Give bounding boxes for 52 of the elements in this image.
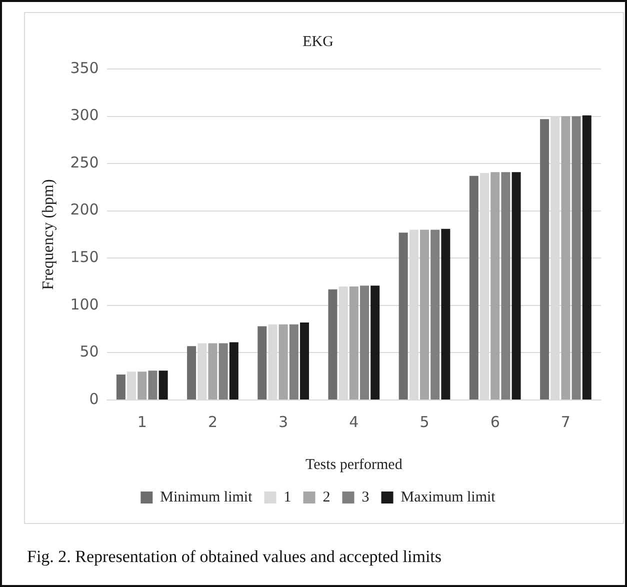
bar [490, 172, 500, 400]
y-tick-label: 150 [70, 248, 99, 266]
bar [430, 230, 440, 400]
bar [469, 176, 478, 400]
legend-label: Minimum limit [160, 489, 254, 506]
bar [138, 372, 147, 400]
bar [158, 370, 168, 400]
legend-label: 2 [322, 489, 330, 506]
x-tick-label: 1 [137, 412, 147, 431]
bar [218, 343, 228, 400]
x-tick-label: 5 [420, 412, 430, 431]
bar [116, 374, 126, 400]
bar [289, 324, 298, 400]
x-tick-label: 3 [278, 412, 288, 431]
caption: Fig. 2. Representation of obtained values and accepted limits [27, 547, 442, 567]
bar [300, 322, 309, 400]
y-tick-label: 100 [70, 295, 99, 314]
bar [501, 172, 510, 400]
bar [582, 115, 592, 400]
bar [208, 343, 218, 400]
bar [512, 172, 521, 400]
x-tick-label: 6 [490, 412, 500, 431]
legend-label: 3 [362, 489, 370, 506]
x-tick-label: 7 [560, 412, 570, 431]
y-tick-label: 250 [70, 153, 99, 172]
bar [148, 370, 158, 400]
bar [328, 289, 338, 400]
bar [187, 346, 196, 400]
x-tick-label: 2 [208, 412, 218, 431]
y-axis-title: Frequency (bpm) [40, 179, 57, 290]
bar [370, 286, 380, 400]
bar [258, 326, 267, 400]
x-axis-title: Tests performed [305, 456, 403, 473]
y-tick-label: 350 [70, 58, 99, 77]
bar [540, 119, 550, 400]
bar [441, 228, 450, 400]
chart-title: EKG [302, 34, 334, 50]
bar [360, 286, 370, 400]
bar [229, 342, 238, 400]
y-tick-label: 200 [70, 200, 99, 219]
bar [572, 116, 581, 400]
bar [278, 324, 288, 400]
bar [420, 230, 430, 400]
bar [398, 232, 408, 400]
x-tick-label: 4 [349, 412, 359, 431]
legend-label: Maximum limit [400, 489, 496, 506]
y-tick-label: 0 [89, 390, 99, 408]
y-tick-label: 300 [70, 106, 99, 124]
bar [349, 286, 358, 400]
legend-label: 1 [284, 489, 292, 506]
bar [561, 116, 570, 400]
y-tick-label: 50 [80, 342, 99, 361]
